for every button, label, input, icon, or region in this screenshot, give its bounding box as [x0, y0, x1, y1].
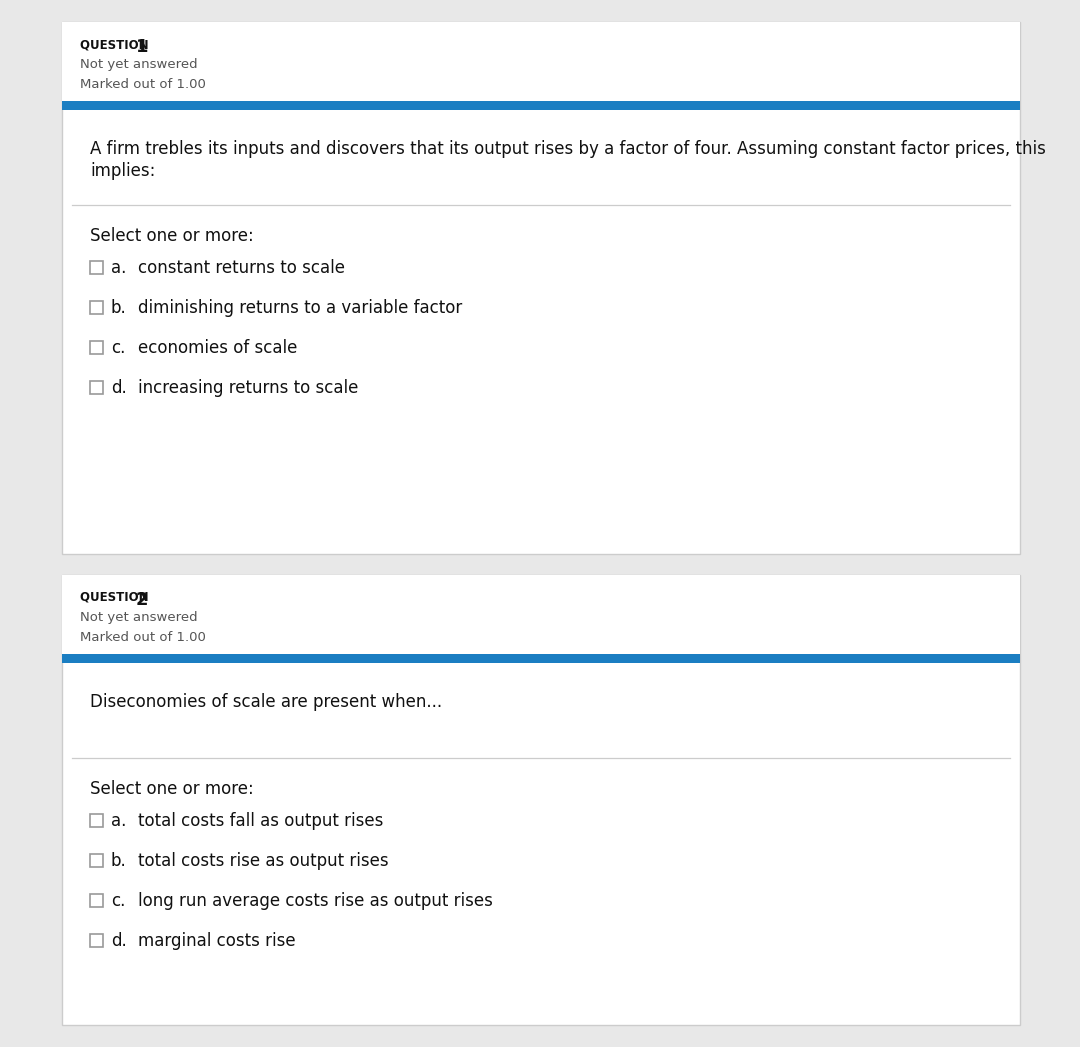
Text: A firm trebles its inputs and discovers that its output rises by a factor of fou: A firm trebles its inputs and discovers …: [90, 140, 1045, 158]
Text: 2: 2: [136, 591, 149, 609]
Text: constant returns to scale: constant returns to scale: [138, 259, 345, 277]
Text: Marked out of 1.00: Marked out of 1.00: [80, 77, 206, 91]
Text: a.: a.: [111, 259, 126, 277]
Text: a.: a.: [111, 812, 126, 830]
Bar: [90, 894, 103, 907]
Text: marginal costs rise: marginal costs rise: [138, 932, 296, 950]
Text: long run average costs rise as output rises: long run average costs rise as output ri…: [138, 892, 492, 910]
Text: Marked out of 1.00: Marked out of 1.00: [80, 631, 206, 644]
Text: QUESTION: QUESTION: [80, 591, 152, 604]
Bar: [90, 854, 103, 867]
Bar: [62, 575, 1020, 663]
Text: b.: b.: [111, 299, 126, 317]
Text: diminishing returns to a variable factor: diminishing returns to a variable factor: [138, 299, 462, 317]
Text: 1: 1: [136, 38, 149, 55]
Text: Diseconomies of scale are present when...: Diseconomies of scale are present when..…: [90, 693, 442, 711]
Bar: [62, 22, 1020, 110]
Text: d.: d.: [111, 379, 126, 397]
Text: QUESTION: QUESTION: [80, 38, 152, 51]
Bar: [62, 22, 1020, 554]
Text: increasing returns to scale: increasing returns to scale: [138, 379, 359, 397]
Bar: [90, 814, 103, 827]
Bar: [62, 654, 1020, 663]
Text: c.: c.: [111, 339, 125, 357]
Bar: [90, 934, 103, 946]
Text: economies of scale: economies of scale: [138, 339, 297, 357]
Text: Not yet answered: Not yet answered: [80, 58, 198, 71]
Bar: [90, 381, 103, 394]
Text: c.: c.: [111, 892, 125, 910]
Text: total costs fall as output rises: total costs fall as output rises: [138, 812, 383, 830]
Text: d.: d.: [111, 932, 126, 950]
Bar: [90, 261, 103, 274]
Bar: [90, 341, 103, 354]
Text: Not yet answered: Not yet answered: [80, 611, 198, 624]
Bar: [62, 575, 1020, 1025]
Bar: [90, 300, 103, 314]
Text: Select one or more:: Select one or more:: [90, 227, 254, 245]
Text: b.: b.: [111, 852, 126, 870]
Text: implies:: implies:: [90, 162, 156, 180]
Bar: [62, 101, 1020, 110]
Text: Select one or more:: Select one or more:: [90, 780, 254, 798]
Text: total costs rise as output rises: total costs rise as output rises: [138, 852, 389, 870]
